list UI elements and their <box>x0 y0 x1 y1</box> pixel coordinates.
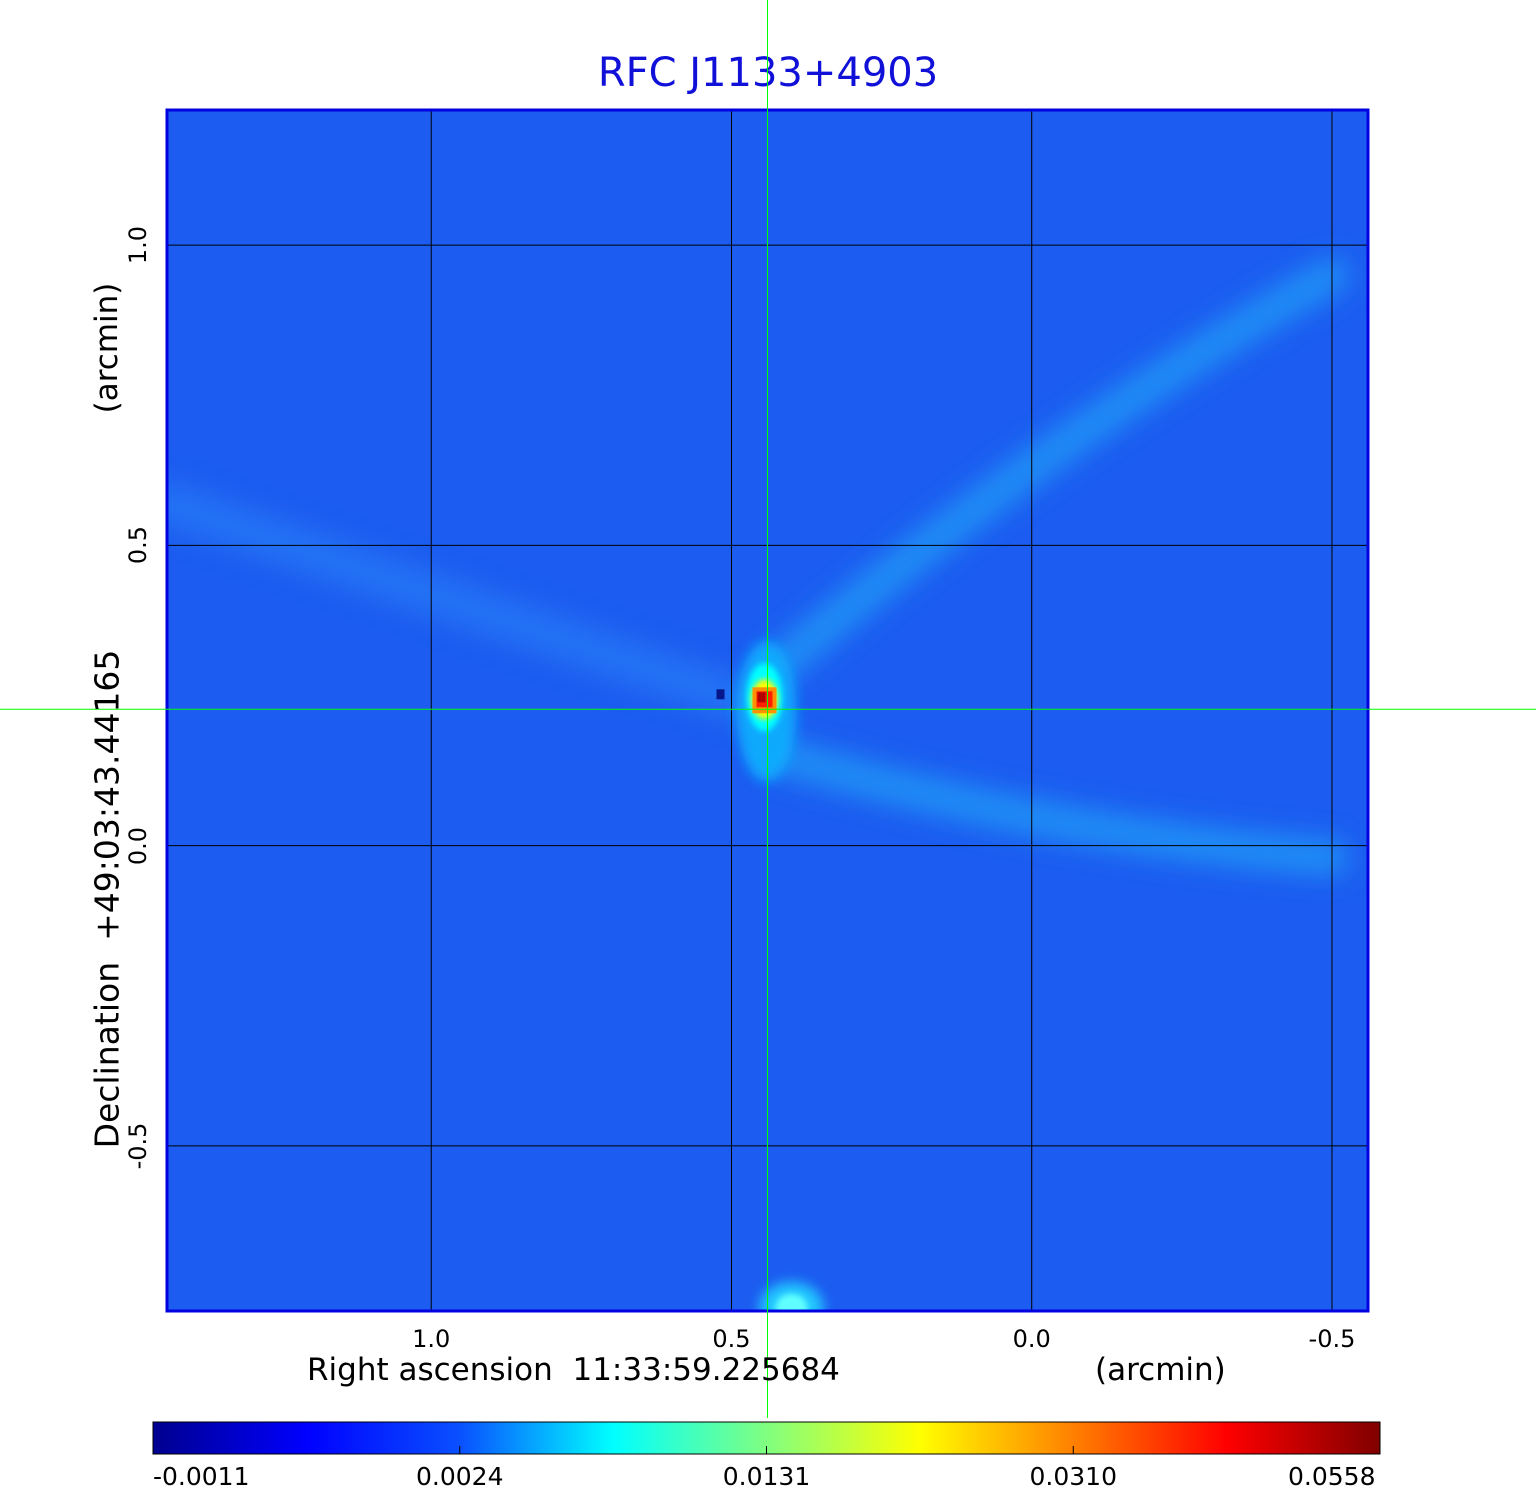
sidelobe-arc <box>167 483 764 722</box>
sidelobe-arc <box>762 258 1349 683</box>
y-axis-label: Declination +49:03:43.44165 <box>87 649 127 1149</box>
colorbar-tick-label: -0.0011 <box>153 1462 250 1491</box>
crosshair <box>0 0 1536 1418</box>
y-tick-label: 0.0 <box>124 826 152 865</box>
colorbar-tick-label: 0.0024 <box>416 1462 504 1491</box>
sidelobe-arc <box>762 738 1349 875</box>
colorbar-tick-label: 0.0310 <box>1029 1462 1117 1491</box>
y-axis-unit: (arcmin) <box>89 282 125 414</box>
colorbar-tick-label: 0.0131 <box>722 1462 811 1491</box>
x-tick-label: 0.5 <box>712 1325 751 1353</box>
x-tick-label: -0.5 <box>1308 1325 1356 1353</box>
secondary-source-core <box>775 1293 808 1311</box>
x-axis-unit: (arcmin) <box>1095 1352 1226 1388</box>
x-axis-label: Right ascension 11:33:59.225684 <box>307 1352 840 1388</box>
colorbar-ticks <box>152 1446 1381 1454</box>
colorbar-tick-label: 0.0558 <box>1288 1462 1376 1491</box>
x-tick-label: 0.0 <box>1012 1325 1051 1353</box>
source-peak <box>757 692 766 703</box>
negative-pixel <box>716 689 725 700</box>
y-tick-label: 1.0 <box>124 226 152 265</box>
y-tick-label: -0.5 <box>124 1122 152 1170</box>
x-tick-label: 1.0 <box>412 1325 451 1353</box>
y-tick-label: 0.5 <box>124 526 152 565</box>
